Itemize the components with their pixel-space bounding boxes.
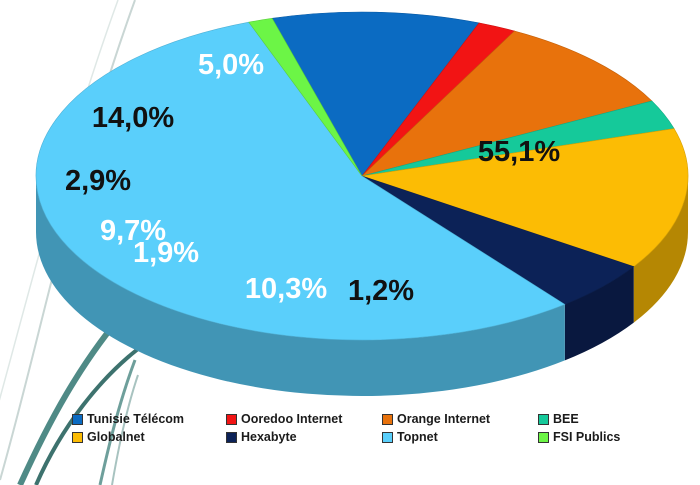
decorative-stroke [98, 359, 137, 485]
pie-slice-side [564, 266, 634, 361]
legend-swatch [72, 413, 83, 425]
data-label: 5,0% [198, 49, 264, 81]
legend-item: FSI Publics [538, 429, 658, 445]
legend-item: Tunisie Télécom [72, 411, 226, 427]
legend-swatch [382, 431, 393, 443]
legend-label: Globalnet [87, 430, 145, 444]
decorative-stroke [34, 338, 152, 485]
chart-legend: Tunisie Télécom Ooredoo Internet Orange In… [72, 411, 672, 445]
legend-swatch [72, 431, 83, 443]
legend-item: Ooredoo Internet [226, 411, 382, 427]
data-label: 1,2% [348, 275, 414, 307]
data-label: 1,9% [133, 237, 199, 269]
legend-label: Orange Internet [397, 412, 491, 426]
legend-item: Hexabyte [226, 429, 382, 445]
data-label: 9,7% [100, 215, 166, 247]
legend-label: Topnet [397, 430, 438, 444]
pie-slice [35, 21, 566, 341]
legend-swatch [226, 413, 237, 425]
data-label: 14,0% [92, 102, 174, 134]
legend-swatch [382, 413, 393, 425]
legend-label: Ooredoo Internet [241, 412, 343, 426]
pie-slice-side [633, 176, 688, 323]
legend-label: Hexabyte [241, 430, 297, 444]
pie-slice [248, 18, 363, 177]
pie-slice [361, 128, 689, 267]
data-label: 55,1% [478, 136, 560, 168]
pie-slice [271, 11, 480, 177]
legend-label: FSI Publics [553, 430, 621, 444]
decorative-stroke [111, 374, 139, 485]
legend-label: Tunisie Télécom [87, 412, 185, 426]
legend-item: BEE [538, 411, 658, 427]
legend-item: Topnet [382, 429, 538, 445]
legend-swatch [538, 413, 549, 425]
pie-slice-side [35, 176, 565, 396]
legend-swatch [538, 431, 549, 443]
legend-swatch [226, 431, 237, 443]
legend-item: Orange Internet [382, 411, 538, 427]
legend-item: Globalnet [72, 429, 226, 445]
pie-slice [360, 30, 653, 177]
data-label: 10,3% [245, 273, 327, 305]
legend-label: BEE [553, 412, 579, 426]
data-label: 2,9% [65, 165, 131, 197]
